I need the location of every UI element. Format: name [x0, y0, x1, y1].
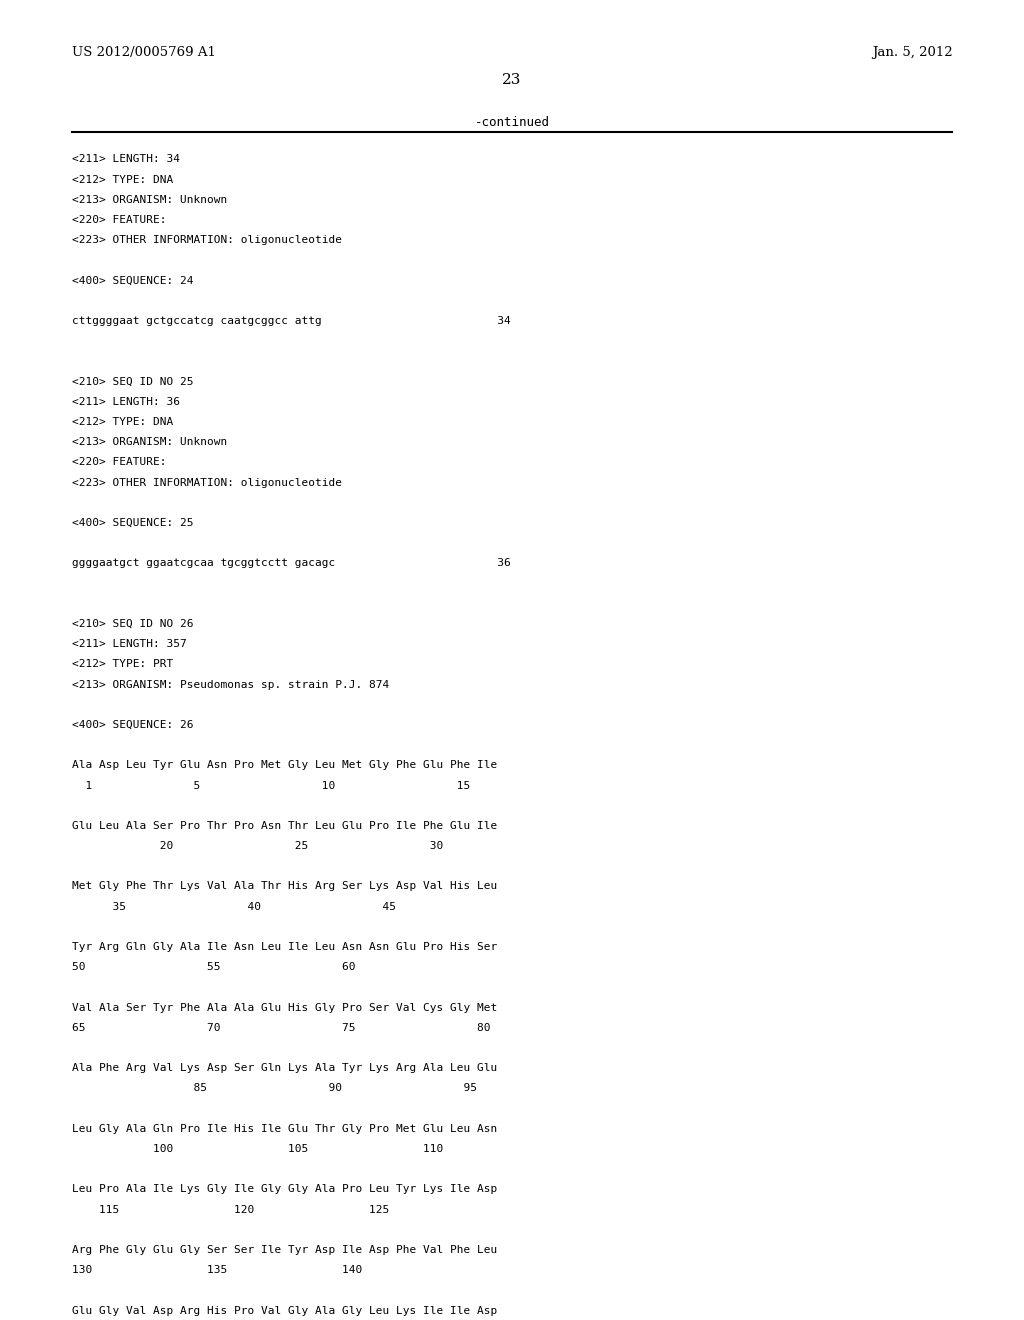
Text: 1               5                  10                  15: 1 5 10 15: [72, 780, 470, 791]
Text: <220> FEATURE:: <220> FEATURE:: [72, 457, 166, 467]
Text: <400> SEQUENCE: 25: <400> SEQUENCE: 25: [72, 517, 194, 528]
Text: Tyr Arg Gln Gly Ala Ile Asn Leu Ile Leu Asn Asn Glu Pro His Ser: Tyr Arg Gln Gly Ala Ile Asn Leu Ile Leu …: [72, 942, 497, 952]
Text: <220> FEATURE:: <220> FEATURE:: [72, 215, 166, 224]
Text: 35                  40                  45: 35 40 45: [72, 902, 395, 912]
Text: <212> TYPE: DNA: <212> TYPE: DNA: [72, 174, 173, 185]
Text: <211> LENGTH: 34: <211> LENGTH: 34: [72, 154, 179, 165]
Text: 115                 120                 125: 115 120 125: [72, 1205, 389, 1214]
Text: 85                  90                  95: 85 90 95: [72, 1084, 477, 1093]
Text: Glu Leu Ala Ser Pro Thr Pro Asn Thr Leu Glu Pro Ile Phe Glu Ile: Glu Leu Ala Ser Pro Thr Pro Asn Thr Leu …: [72, 821, 497, 830]
Text: <400> SEQUENCE: 26: <400> SEQUENCE: 26: [72, 719, 194, 730]
Text: 20                  25                  30: 20 25 30: [72, 841, 443, 851]
Text: Glu Gly Val Asp Arg His Pro Val Gly Ala Gly Leu Lys Ile Ile Asp: Glu Gly Val Asp Arg His Pro Val Gly Ala …: [72, 1305, 497, 1316]
Text: <211> LENGTH: 357: <211> LENGTH: 357: [72, 639, 186, 649]
Text: Ala Asp Leu Tyr Glu Asn Pro Met Gly Leu Met Gly Phe Glu Phe Ile: Ala Asp Leu Tyr Glu Asn Pro Met Gly Leu …: [72, 760, 497, 771]
Text: 65                  70                  75                  80: 65 70 75 80: [72, 1023, 490, 1032]
Text: <210> SEQ ID NO 25: <210> SEQ ID NO 25: [72, 376, 194, 387]
Text: Leu Gly Ala Gln Pro Ile His Ile Glu Thr Gly Pro Met Glu Leu Asn: Leu Gly Ala Gln Pro Ile His Ile Glu Thr …: [72, 1123, 497, 1134]
Text: <210> SEQ ID NO 26: <210> SEQ ID NO 26: [72, 619, 194, 628]
Text: <400> SEQUENCE: 24: <400> SEQUENCE: 24: [72, 276, 194, 285]
Text: <213> ORGANISM: Pseudomonas sp. strain P.J. 874: <213> ORGANISM: Pseudomonas sp. strain P…: [72, 680, 389, 689]
Text: Val Ala Ser Tyr Phe Ala Ala Glu His Gly Pro Ser Val Cys Gly Met: Val Ala Ser Tyr Phe Ala Ala Glu His Gly …: [72, 1003, 497, 1012]
Text: ggggaatgct ggaatcgcaa tgcggtcctt gacagc                        36: ggggaatgct ggaatcgcaa tgcggtcctt gacagc …: [72, 558, 510, 569]
Text: Met Gly Phe Thr Lys Val Ala Thr His Arg Ser Lys Asp Val His Leu: Met Gly Phe Thr Lys Val Ala Thr His Arg …: [72, 882, 497, 891]
Text: <212> TYPE: PRT: <212> TYPE: PRT: [72, 659, 173, 669]
Text: US 2012/0005769 A1: US 2012/0005769 A1: [72, 46, 216, 59]
Text: <211> LENGTH: 36: <211> LENGTH: 36: [72, 397, 179, 407]
Text: Jan. 5, 2012: Jan. 5, 2012: [871, 46, 952, 59]
Text: Ala Phe Arg Val Lys Asp Ser Gln Lys Ala Tyr Lys Arg Ala Leu Glu: Ala Phe Arg Val Lys Asp Ser Gln Lys Ala …: [72, 1063, 497, 1073]
Text: 100                 105                 110: 100 105 110: [72, 1144, 443, 1154]
Text: -continued: -continued: [474, 116, 550, 129]
Text: <223> OTHER INFORMATION: oligonucleotide: <223> OTHER INFORMATION: oligonucleotide: [72, 478, 342, 487]
Text: <212> TYPE: DNA: <212> TYPE: DNA: [72, 417, 173, 426]
Text: cttggggaat gctgccatcg caatgcggcc attg                          34: cttggggaat gctgccatcg caatgcggcc attg 34: [72, 315, 510, 326]
Text: 130                 135                 140: 130 135 140: [72, 1265, 361, 1275]
Text: <213> ORGANISM: Unknown: <213> ORGANISM: Unknown: [72, 437, 227, 447]
Text: <213> ORGANISM: Unknown: <213> ORGANISM: Unknown: [72, 195, 227, 205]
Text: Leu Pro Ala Ile Lys Gly Ile Gly Gly Ala Pro Leu Tyr Lys Ile Asp: Leu Pro Ala Ile Lys Gly Ile Gly Gly Ala …: [72, 1184, 497, 1195]
Text: Arg Phe Gly Glu Gly Ser Ser Ile Tyr Asp Ile Asp Phe Val Phe Leu: Arg Phe Gly Glu Gly Ser Ser Ile Tyr Asp …: [72, 1245, 497, 1255]
Text: 50                  55                  60: 50 55 60: [72, 962, 355, 973]
Text: 23: 23: [503, 73, 521, 87]
Text: <223> OTHER INFORMATION: oligonucleotide: <223> OTHER INFORMATION: oligonucleotide: [72, 235, 342, 246]
